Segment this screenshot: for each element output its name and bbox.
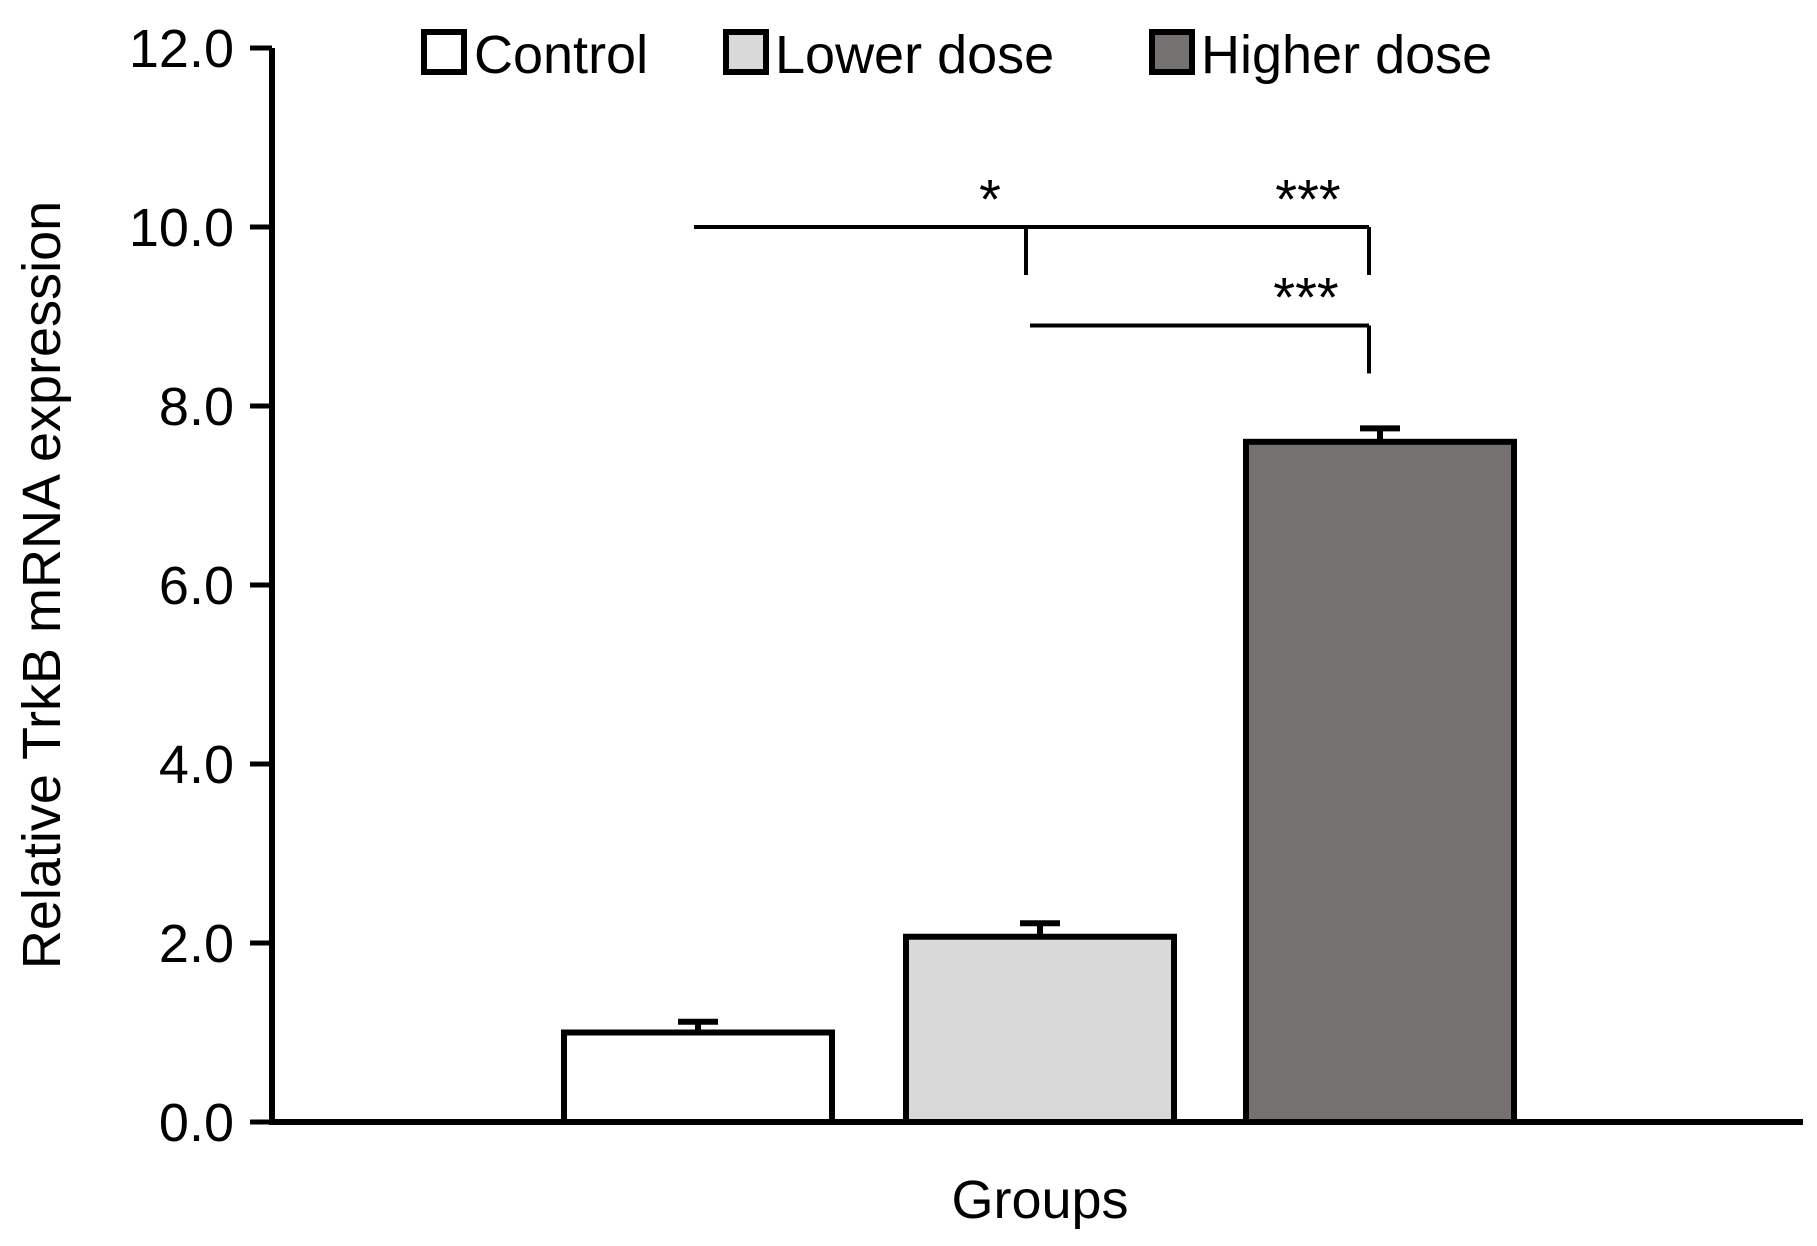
- y-axis-ticks: 0.0 2.0 4.0 6.0 8.0 10.0 12.0: [129, 19, 272, 1153]
- sig-star-0: *: [979, 167, 1001, 230]
- y-tick-label-6: 12.0: [129, 19, 234, 79]
- y-tick-label-5: 10.0: [129, 198, 234, 258]
- y-tick-label-0: 0.0: [159, 1093, 234, 1153]
- legend-swatch-0: [421, 29, 467, 75]
- y-axis-title: Relative TrkB mRNA expression: [12, 201, 72, 969]
- legend-label-2: Higher dose: [1201, 25, 1492, 85]
- bars: [561, 425, 1517, 1125]
- sig-star-2: ***: [1273, 266, 1338, 329]
- bar-2: [1243, 438, 1517, 1125]
- y-tick-label-4: 8.0: [159, 377, 234, 437]
- bar-1: [903, 933, 1177, 1125]
- y-tick-label-3: 6.0: [159, 556, 234, 616]
- sig-star-1: ***: [1275, 167, 1340, 230]
- significance-annotations: * ******: [694, 167, 1371, 374]
- legend-label-0: Control: [474, 25, 648, 85]
- legend-label-1: Lower dose: [775, 25, 1054, 85]
- legend-swatch-2: [1149, 29, 1195, 75]
- y-tick-label-1: 2.0: [159, 914, 234, 974]
- y-tick-label-2: 4.0: [159, 735, 234, 795]
- x-axis-title: Groups: [951, 1170, 1128, 1230]
- legend: Control Lower dose Higher dose: [421, 25, 1492, 85]
- bar-0: [561, 1029, 835, 1125]
- legend-swatch-1: [723, 29, 769, 75]
